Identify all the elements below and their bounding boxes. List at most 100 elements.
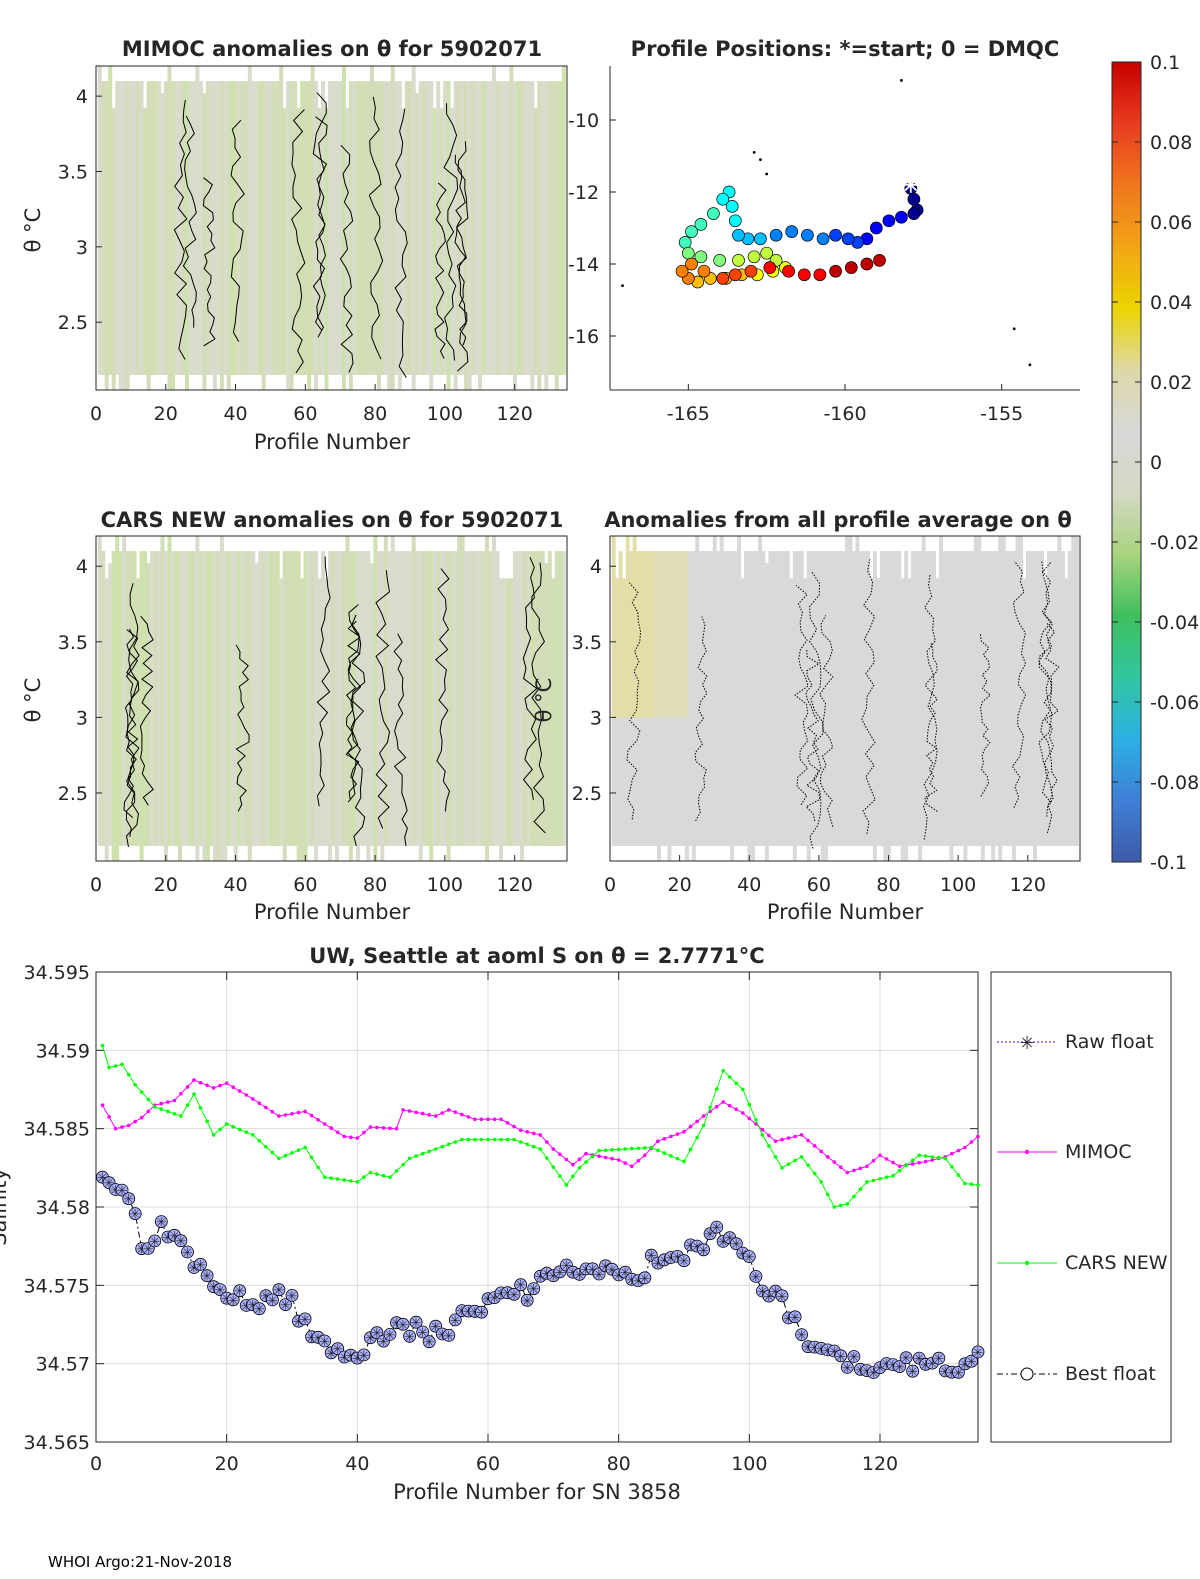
avg-heat-column xyxy=(980,551,985,861)
cars-point xyxy=(538,1147,543,1151)
raw-float-point: ✳ xyxy=(933,1352,944,1367)
cars-heat-column xyxy=(397,551,402,846)
cars-heat-column xyxy=(418,551,423,861)
mimoc-point xyxy=(721,1100,725,1104)
cars-point xyxy=(845,1202,850,1206)
raw-float-point: ✳ xyxy=(685,1239,696,1254)
mimoc-contour-line xyxy=(339,144,354,373)
mimoc-heat-column xyxy=(209,81,214,375)
mimoc-point xyxy=(133,1119,137,1124)
mimoc-heat-column xyxy=(111,108,116,390)
avg-heat-column xyxy=(698,551,703,846)
cars-heat-column xyxy=(212,551,217,861)
cars-ytick-label: 3.5 xyxy=(58,632,88,654)
raw-float-point: ✳ xyxy=(848,1351,859,1366)
mimoc-heat-column xyxy=(478,81,482,390)
mimoc-heat-column xyxy=(226,81,231,390)
cars-point xyxy=(708,1105,712,1110)
raw-float-point: ✳ xyxy=(358,1349,369,1364)
cars-heat-column xyxy=(554,551,559,846)
avg-heat-column xyxy=(862,551,867,846)
cars-point xyxy=(956,1173,961,1177)
mimoc-point xyxy=(198,1080,203,1085)
positions-ytick-label: -10 xyxy=(568,110,599,132)
avg-heat-column xyxy=(674,551,679,846)
profile-position-dot xyxy=(829,228,842,242)
island-speck xyxy=(621,284,624,287)
avg-heat-column xyxy=(650,551,654,846)
profile-position-dot xyxy=(907,192,921,206)
cars-heat-column xyxy=(446,551,451,861)
avg-heat-column xyxy=(705,551,710,846)
mimoc-heat-column xyxy=(547,81,552,375)
colorbar-tick-label: 0.04 xyxy=(1150,292,1192,314)
mimoc-point xyxy=(662,1137,667,1141)
best-float-point xyxy=(638,1271,652,1285)
cars-heat-column xyxy=(474,551,479,846)
positions-ytick-label: -16 xyxy=(568,326,599,348)
cars-point xyxy=(362,1175,366,1179)
best-float-point xyxy=(181,1245,194,1259)
best-float-point xyxy=(847,1350,861,1363)
avg-heat-column xyxy=(1053,551,1058,846)
avg-heat-column xyxy=(942,551,947,846)
profile-position-dot xyxy=(747,250,761,264)
avg-heat-lower xyxy=(657,717,661,861)
mimoc-point xyxy=(231,1085,235,1089)
mimoc-point xyxy=(871,1159,876,1163)
mimoc-heat-column xyxy=(355,81,360,375)
cars-heat-column xyxy=(401,551,406,846)
avg-heat-column xyxy=(730,551,735,861)
raw-float-point: ✳ xyxy=(679,1255,690,1270)
avg-heat-column xyxy=(712,536,717,846)
mimoc-point xyxy=(806,1138,810,1143)
cars-contour-line xyxy=(435,568,451,812)
avg-heat-column xyxy=(858,551,863,846)
cars-heat-column xyxy=(394,551,399,846)
island-speck xyxy=(759,158,762,162)
mimoc-heat-column xyxy=(265,81,270,375)
cars-xtick-label: 100 xyxy=(427,874,463,896)
mimoc-heat-column xyxy=(537,81,542,390)
cars-point xyxy=(963,1181,967,1186)
mimoc-point xyxy=(107,1115,111,1119)
raw-float-point: ✳ xyxy=(959,1358,970,1373)
mimoc-heat-column xyxy=(404,81,409,375)
cars-heat-column xyxy=(205,551,210,861)
raw-float-point: ✳ xyxy=(953,1366,964,1381)
best-float-point xyxy=(893,1360,906,1373)
avg-heat-column xyxy=(883,551,888,861)
cars-heat-column xyxy=(516,551,521,846)
raw-float-point: ✳ xyxy=(339,1351,350,1366)
avg-heat-column xyxy=(949,551,954,861)
cars-point xyxy=(309,1155,314,1160)
colorbar-tick-label: -0.04 xyxy=(1150,612,1199,634)
cars-heat-column xyxy=(261,551,266,846)
avg-heat-lower xyxy=(629,717,634,846)
mimoc-point xyxy=(643,1153,647,1158)
avg-heat-lower xyxy=(632,717,637,846)
avg-heat-column xyxy=(1005,551,1010,846)
profile-position-dot xyxy=(694,250,708,264)
mimoc-point xyxy=(342,1134,347,1139)
raw-float-point: ✳ xyxy=(378,1335,389,1350)
avg-heat-lower xyxy=(660,717,665,846)
avg-axes-box xyxy=(609,535,1081,862)
cars-point xyxy=(884,1175,889,1179)
mimoc-heat-column xyxy=(411,66,416,390)
raw-float-point: ✳ xyxy=(594,1268,605,1283)
cars-heat-column xyxy=(492,536,496,846)
raw-float-point: ✳ xyxy=(633,1275,644,1290)
cars-ytick-label: 4 xyxy=(76,556,88,578)
raw-float-point: ✳ xyxy=(750,1270,761,1285)
avg-heat-lower xyxy=(670,717,675,846)
legend-raw-marker: ✳ xyxy=(1019,1033,1034,1054)
mimoc-heat-column xyxy=(387,81,392,390)
cars-heat-column xyxy=(321,551,325,846)
cars-heat-column xyxy=(485,536,489,861)
mimoc-heat-column xyxy=(191,81,196,375)
mimoc-heat-column xyxy=(314,81,319,390)
legend-box xyxy=(990,971,1172,1443)
best-float-point xyxy=(318,1334,332,1348)
cars-point xyxy=(688,1147,693,1152)
